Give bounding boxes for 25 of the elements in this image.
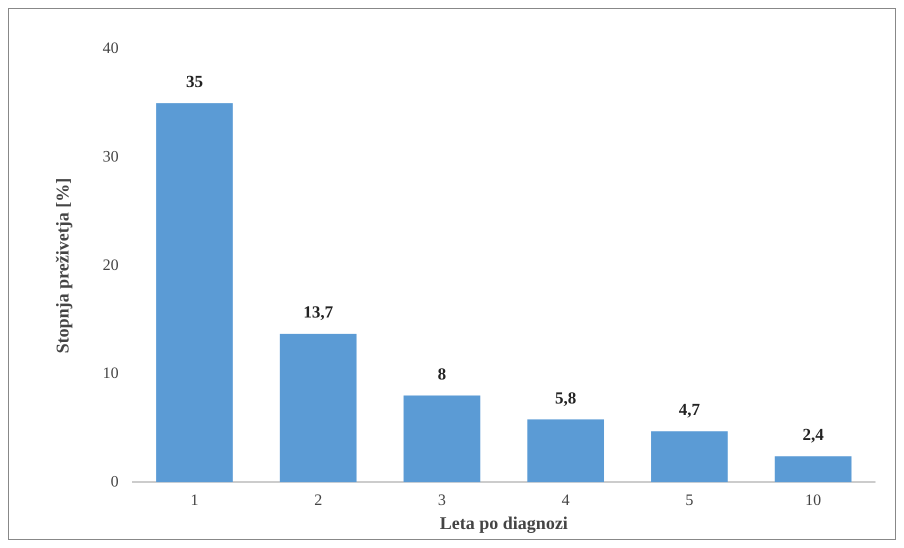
data-label: 13,7 (303, 302, 334, 322)
data-label: 2,4 (802, 425, 824, 444)
data-label: 4,7 (678, 400, 701, 420)
x-tick-label: 3 (438, 492, 446, 510)
bar (404, 396, 480, 482)
bar (280, 334, 357, 482)
x-tick-label: 1 (190, 492, 198, 510)
data-label: 35 (186, 72, 203, 92)
y-axis-title: Stopnja preživetja [%] (52, 178, 72, 354)
x-tick-label: 4 (562, 492, 570, 510)
y-tick-label: 20 (102, 256, 119, 274)
data-label: 5,8 (555, 388, 576, 408)
bar (156, 103, 233, 482)
x-tick-label: 10 (805, 492, 822, 510)
y-tick-label: 0 (110, 473, 119, 490)
bar (651, 431, 728, 482)
data-label: 8 (438, 364, 446, 384)
y-tick-label: 30 (102, 148, 119, 166)
x-tick-label: 2 (314, 492, 322, 510)
bar (774, 456, 852, 482)
y-tick-label: 40 (102, 40, 119, 58)
y-tick-label: 10 (102, 365, 119, 382)
bar (527, 419, 604, 482)
x-axis-title: Leta po diagnozi (440, 512, 568, 533)
x-tick-label: 5 (685, 492, 694, 510)
